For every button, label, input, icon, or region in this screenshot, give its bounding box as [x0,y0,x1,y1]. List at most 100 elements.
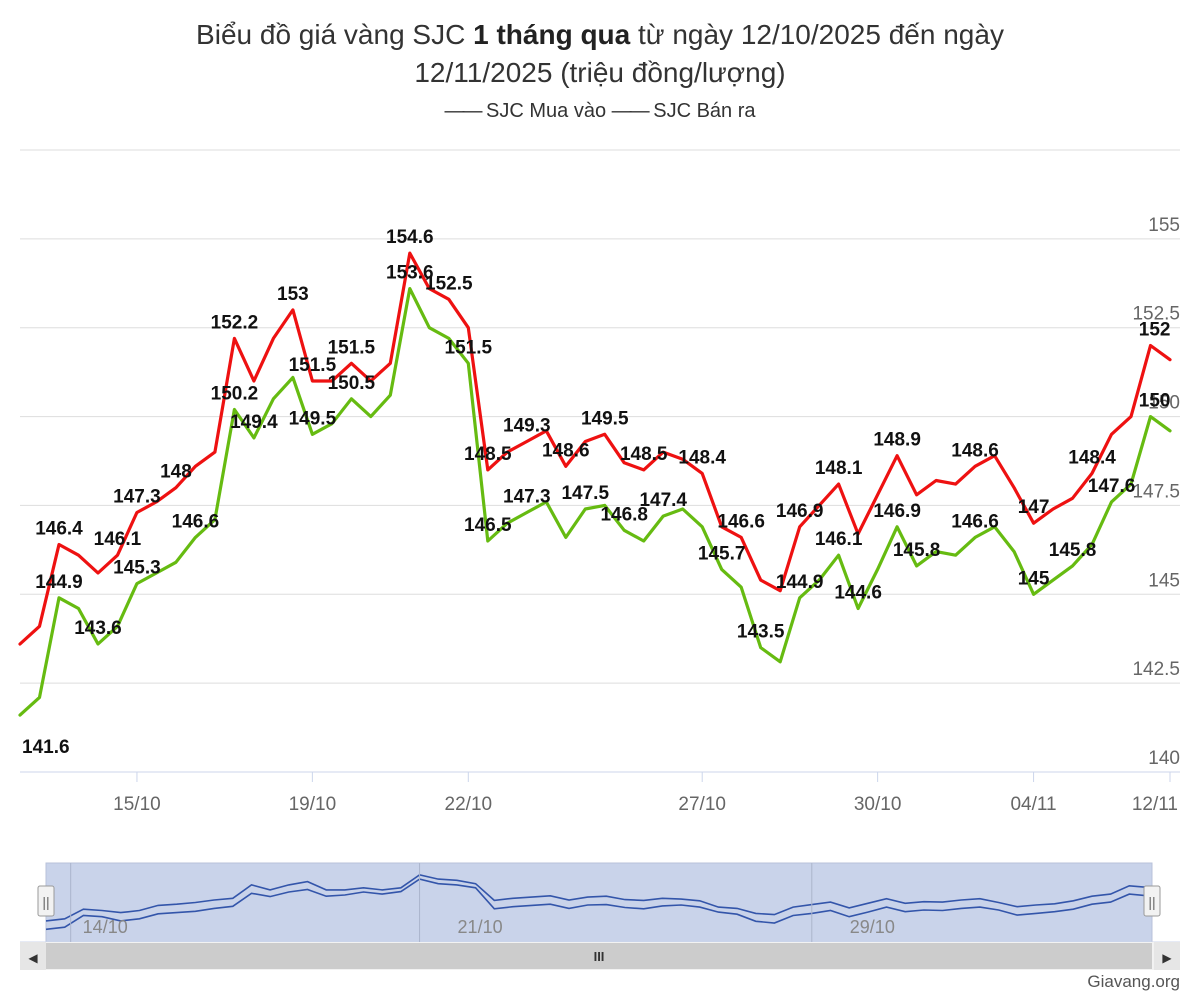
x-tick-label: 30/10 [854,794,902,815]
title-middle: từ ngày 12/10/2025 đến ngày [630,19,1004,50]
data-label: 152.2 [211,312,259,333]
handle-box [1143,885,1161,917]
x-tick-label: 15/10 [113,794,161,815]
navigator-tick-label: 29/10 [850,917,895,937]
navigator-tick-label: 14/10 [83,917,128,937]
data-label: 152.5 [425,273,473,294]
y-tick-label: 150 [1148,393,1180,414]
scroll-right-icon: ▶ [1162,951,1172,965]
y-tick-label: 147.5 [1132,481,1180,502]
scrollbar-thumb [46,943,1152,969]
data-label: 144.6 [834,583,882,604]
data-label: 145.8 [893,540,941,561]
scrollbar-grip-icon: III [594,949,605,964]
data-label: 148.6 [951,440,999,461]
data-label: 146.4 [35,519,83,540]
data-label: 153.6 [386,263,434,284]
data-label: 146.6 [717,511,765,532]
data-label: 153 [277,284,309,305]
data-label: 148.5 [464,444,512,465]
legend-item-buy[interactable]: —— SJC Mua vào [444,100,606,122]
data-label: 147.3 [113,487,161,508]
x-tick-label: 04/11 [1010,794,1056,815]
data-label: 150.2 [211,383,259,404]
navigator-tick-label: 21/10 [458,917,503,937]
y-axis-ticks: 140 142.5 145 147.5 150 152.5 155 [1132,215,1180,769]
data-label: 151.5 [328,337,376,358]
handle-box [37,885,55,917]
data-label: 148.5 [620,444,668,465]
data-label: 148.1 [815,458,863,479]
data-label: 147.3 [503,487,551,508]
data-label: 149.5 [581,408,629,429]
legend-buy-swatch: —— [444,100,482,122]
data-label: 149.4 [230,412,278,433]
legend-sell-label: SJC Bán ra [653,100,756,122]
data-label: 146.5 [464,515,512,536]
x-axis: 15/10 19/10 22/10 27/10 30/10 04/11 12/11 [20,771,1180,815]
x-tick-label: 27/10 [678,794,726,815]
data-label: 149.3 [503,415,551,436]
data-label: 147 [1018,497,1050,518]
data-label: 146.1 [94,529,142,550]
scroll-left-button [20,942,46,970]
data-label: 147.4 [639,490,687,511]
data-label: 150.5 [328,373,376,394]
navigator[interactable]: 14/10 21/10 29/10 || || ◀ ▶ III [20,862,1180,970]
scrollbar[interactable]: ◀ ▶ III [20,942,1180,970]
data-label: 154.6 [386,227,434,248]
site-credit[interactable]: Giavang.org [1087,972,1180,991]
navigator-series-line [45,874,1149,922]
data-label: 149.5 [289,408,337,429]
data-label: 147.5 [561,483,609,504]
scroll-left-icon: ◀ [28,951,38,965]
data-label: 147.6 [1088,476,1136,497]
data-label: 150 [1139,391,1171,412]
legend-sell-swatch: —— [611,100,650,122]
data-label: 146.6 [172,511,220,532]
navigator-series-line [45,878,1149,931]
data-label: 143.6 [74,618,122,639]
data-label: 151.5 [445,337,493,358]
navigator-handle-right[interactable]: || [1143,885,1161,917]
data-label: 145.7 [698,543,746,564]
navigator-handle-left[interactable]: || [37,885,55,917]
data-label: 151.5 [289,355,337,376]
y-tick-label: 145 [1148,570,1180,591]
data-label: 145.3 [113,558,161,579]
data-label: 145.8 [1049,540,1097,561]
y-tick-label: 140 [1148,748,1180,769]
data-label: 146.1 [815,529,863,550]
data-label: 146.9 [776,501,824,522]
data-label: 148.9 [873,430,921,451]
grid-lines [20,149,1180,773]
data-label: 148.4 [1068,447,1116,468]
data-label: 148.4 [678,447,726,468]
data-labels: 146.4146.1147.3148152.2153151.5151.5154.… [22,227,1171,758]
chart-title: Biểu đồ giá vàng SJC 1 tháng qua từ ngày… [0,16,1200,92]
series-lines [18,251,1172,717]
title-line2: 12/11/2025 (triệu đồng/lượng) [414,57,786,88]
data-label: 143.5 [737,622,785,643]
title-bold: 1 tháng qua [473,19,631,50]
data-label: 145 [1018,568,1050,589]
data-label: 146.9 [873,501,921,522]
series-line-buy [18,287,1172,717]
handle-grip-icon: || [1148,894,1155,910]
x-tick-label: 12/11 [1132,794,1178,815]
x-tick-label: 19/10 [289,794,337,815]
data-label: 146.6 [951,511,999,532]
data-label: 144.9 [35,572,83,593]
data-label: 152 [1139,319,1171,340]
series-line-sell [18,251,1172,646]
data-label: 148 [160,462,192,483]
data-label: 141.6 [22,737,70,758]
y-tick-label: 155 [1148,215,1180,236]
scroll-right-button [1154,942,1180,970]
x-tick-label: 22/10 [445,794,493,815]
legend: —— SJC Mua vào —— SJC Bán ra [0,100,1200,123]
legend-item-sell[interactable]: —— SJC Bán ra [612,100,756,122]
y-tick-label: 152.5 [1132,304,1180,325]
data-label: 146.8 [600,504,648,525]
